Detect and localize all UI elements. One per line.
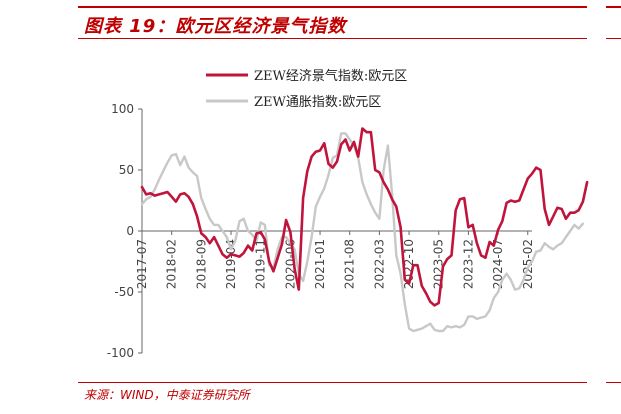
x-tick-label: 2024-07 bbox=[491, 239, 505, 289]
x-tick-label: 2021-01 bbox=[313, 239, 327, 289]
legend-label-inflation: ZEW通胀指数:欧元区 bbox=[254, 95, 381, 110]
chart-title: 图表 19：欧元区经济景气指数 bbox=[84, 16, 347, 37]
x-tick-label: 2023-12 bbox=[461, 239, 475, 289]
header-bottom-rule-right bbox=[606, 38, 621, 39]
y-tick-label: 50 bbox=[119, 163, 134, 177]
header-top-rule-right bbox=[606, 6, 621, 8]
x-tick-label: 2022-03 bbox=[372, 239, 386, 289]
x-tick-label: 2019-04 bbox=[224, 239, 238, 289]
header-top-rule bbox=[78, 6, 587, 8]
plot-area bbox=[140, 127, 589, 333]
y-tick-label: 100 bbox=[111, 102, 134, 116]
footer-rule bbox=[78, 382, 587, 383]
x-tick-label: 2018-09 bbox=[194, 239, 208, 289]
series-line-inflation bbox=[140, 132, 585, 333]
series-line-economic bbox=[140, 127, 589, 307]
x-tick-label: 2018-02 bbox=[165, 239, 179, 289]
y-tick-label: -50 bbox=[114, 285, 134, 299]
x-tick-label: 2021-08 bbox=[343, 239, 357, 289]
header-bottom-rule bbox=[78, 38, 587, 39]
legend: ZEW经济景气指数:欧元区 ZEW通胀指数:欧元区 bbox=[206, 68, 407, 110]
y-tick-label: 0 bbox=[126, 224, 134, 238]
source-note: 来源：WIND，中泰证券研究所 bbox=[84, 388, 250, 402]
footer-rule-right bbox=[606, 382, 621, 383]
axes: 100 50 0 -50 -100 2017-07 2018-02 2018-09 2019-0… bbox=[107, 102, 535, 360]
y-tick-label: -100 bbox=[107, 346, 134, 360]
x-tick-label: 2017-07 bbox=[135, 239, 149, 289]
legend-label-economic: ZEW经济景气指数:欧元区 bbox=[254, 68, 407, 84]
x-tick-label: 2019-11 bbox=[254, 239, 268, 289]
